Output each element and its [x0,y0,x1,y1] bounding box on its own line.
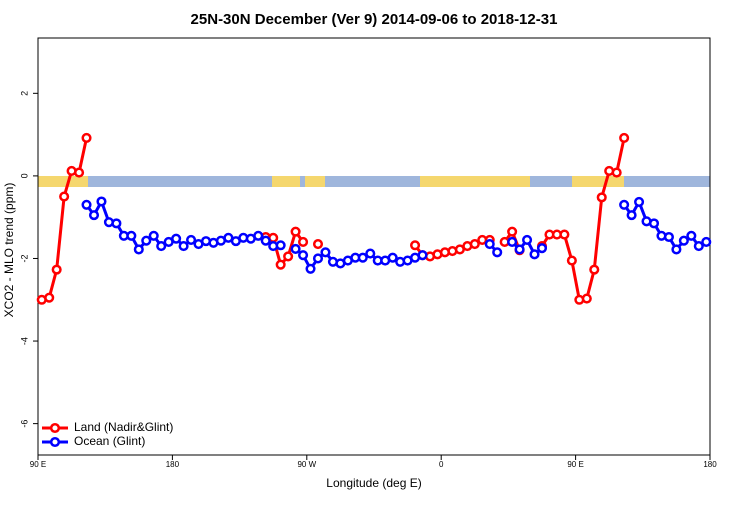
y-axis-label: XCO2 - MLO trend (ppm) [2,183,16,318]
point [253,230,264,241]
point [410,240,421,251]
point [178,241,189,252]
y-tick-label: -6 [19,420,29,428]
x-tick-label: 180 [166,460,180,469]
y-tick-label: -4 [19,337,29,345]
point [596,192,607,203]
point [663,231,674,243]
point [387,252,398,263]
point [619,132,630,143]
point [298,236,309,248]
point [581,293,592,304]
point [51,264,62,275]
point [611,167,622,178]
point [514,244,525,255]
plot-frame [37,37,711,456]
land-strip [272,176,300,187]
point [81,199,92,210]
point [469,238,480,250]
point [671,244,682,255]
legend-label: Land (Nadir&Glint) [74,420,173,434]
point [626,210,637,221]
point [589,264,600,275]
chart-title: 25N-30N December (Ver 9) 2014-09-06 to 2… [191,11,558,28]
point [290,226,301,237]
point [133,244,144,255]
point [678,235,689,246]
point [634,196,645,207]
point [320,247,331,258]
point [566,255,577,266]
ocean-strip [38,176,710,187]
point [522,234,533,245]
point [312,253,324,264]
x-tick-label: 90 W [297,460,316,469]
legend-label: Ocean (Glint) [74,434,145,448]
point [507,226,518,237]
point [686,230,697,241]
x-tick-label: 0 [439,460,444,469]
point [529,249,540,260]
point [275,259,286,270]
x-tick-label: 90 E [567,460,583,469]
point [693,241,704,252]
point [290,243,301,255]
point [88,210,100,221]
point [305,263,316,274]
point [283,251,294,262]
land-strip [572,176,624,187]
legend-marker [49,436,61,448]
point [507,236,518,248]
point [536,243,548,254]
point [559,229,570,240]
x-tick-label: 90 E [30,460,46,469]
point [417,250,428,261]
point [171,233,182,244]
point [126,230,137,241]
x-axis-label: Longitude (deg E) [326,476,421,490]
point [312,238,324,250]
point [186,234,197,245]
point [648,218,660,229]
point [492,247,503,258]
point [81,132,92,143]
land-strip [305,176,325,187]
point [619,199,630,210]
y-tick-label: -2 [19,254,29,262]
point [59,191,70,202]
land-strip [38,176,88,187]
series-line [41,137,626,302]
point [275,240,286,251]
point [298,250,309,261]
point [701,236,712,248]
point [260,235,271,246]
point [111,218,122,229]
point [141,235,152,246]
point [484,238,495,250]
y-tick-label: 0 [19,173,29,178]
point [96,196,107,207]
point [44,292,55,303]
point [148,230,159,241]
point [156,241,167,252]
legend-marker [49,422,61,434]
point [74,167,85,178]
x-tick-label: 180 [703,460,717,469]
point [357,252,368,263]
land-mask-strip [38,176,710,187]
point [365,248,376,259]
y-tick-label: 2 [19,91,29,96]
land-strip [420,176,530,187]
